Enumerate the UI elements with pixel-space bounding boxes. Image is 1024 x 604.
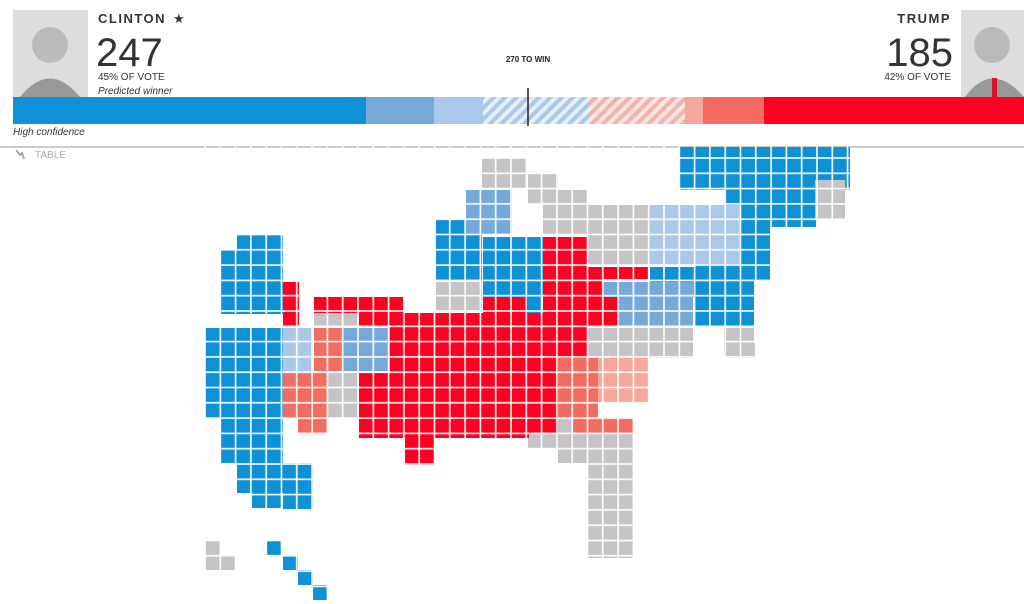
clinton-share: 45% OF VOTE	[98, 72, 165, 83]
bar-note: High confidence	[13, 127, 85, 138]
clinton-ev: 247	[96, 31, 163, 75]
svg-text:★: ★	[173, 11, 185, 26]
confidence-bar	[13, 88, 1024, 126]
tile-map	[200, 145, 860, 604]
clinton-name: CLINTON	[98, 11, 166, 26]
trump-ev: 185	[886, 31, 953, 75]
header: CLINTON ★ 247 45% OF VOTE Predicted winn…	[13, 10, 1024, 97]
table-button[interactable]: TABLE	[35, 150, 66, 161]
clinton-status: Predicted winner	[98, 86, 173, 97]
threshold-label: 270 TO WIN	[505, 55, 551, 64]
trump-share: 42% OF VOTE	[884, 72, 951, 83]
trump-name: TRUMP	[897, 11, 951, 26]
